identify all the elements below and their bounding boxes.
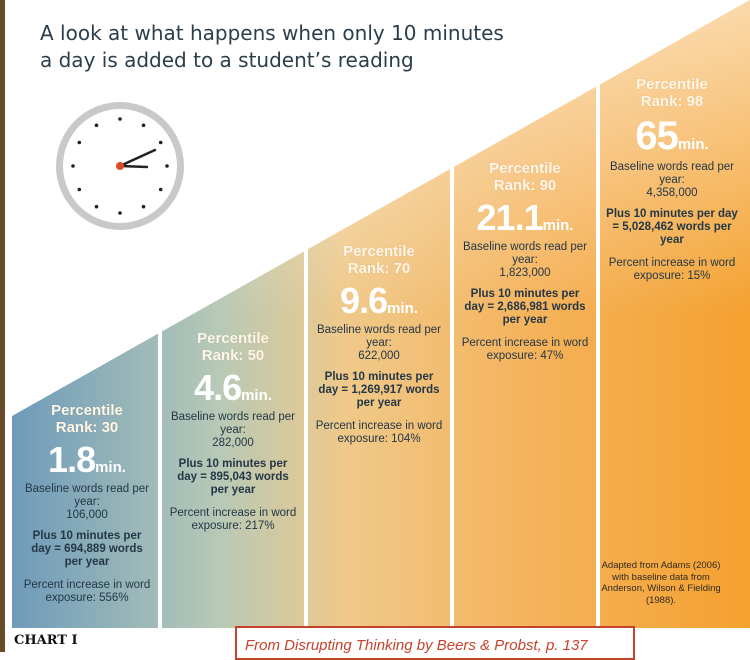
minutes-per-day: 4.6min. bbox=[168, 370, 298, 406]
baseline-words: Baseline words read per year: 1,823,000 bbox=[460, 241, 590, 280]
plus-ten-minutes-words: Plus 10 minutes per day = 1,269,917 word… bbox=[318, 371, 440, 409]
plus-ten-minutes-words: Plus 10 minutes per day = 895,043 words … bbox=[177, 458, 289, 496]
attribution-note: Adapted from Adams (2006) with baseline … bbox=[601, 560, 721, 606]
bar-column: Percentile Rank: 30 1.8min. Baseline words… bbox=[14, 402, 160, 605]
baseline-label: Baseline words read per year: bbox=[316, 324, 441, 349]
chart-label: CHART I bbox=[14, 633, 78, 648]
baseline-value: 1,823,000 bbox=[499, 267, 551, 279]
baseline-words: Baseline words read per year: 622,000 bbox=[314, 324, 444, 363]
clock-icon bbox=[56, 102, 184, 230]
clock-tick-dot bbox=[71, 164, 75, 168]
clock-tick-dot bbox=[158, 140, 163, 145]
percent-increase: Percent increase in word exposure: 47% bbox=[461, 337, 589, 362]
bar-column: Percentile Rank: 90 21.1min. Baseline word… bbox=[452, 160, 598, 363]
minutes-unit: min. bbox=[95, 459, 126, 476]
minutes-value: 1.8 bbox=[48, 439, 96, 480]
clock-tick-dot bbox=[158, 187, 163, 192]
percentile-rank-label: Percentile Rank: 50 bbox=[197, 330, 269, 364]
percent-increase: Percent increase in word exposure: 217% bbox=[169, 507, 297, 532]
percentile-rank-label: Percentile Rank: 30 bbox=[51, 402, 123, 436]
baseline-words: Baseline words read per year: 106,000 bbox=[22, 483, 152, 522]
clock-tick-dot bbox=[118, 211, 122, 215]
percent-increase: Percent increase in word exposure: 15% bbox=[608, 257, 736, 282]
plus-ten-minutes-words: Plus 10 minutes per day = 5,028,462 word… bbox=[606, 208, 738, 246]
bar-column: Percentile Rank: 70 9.6min. Baseline words… bbox=[306, 243, 452, 446]
left-frame-border bbox=[0, 0, 5, 652]
baseline-value: 4,358,000 bbox=[646, 187, 698, 199]
baseline-value: 282,000 bbox=[212, 437, 254, 449]
clock-tick-dot bbox=[165, 164, 169, 168]
minutes-value: 9.6 bbox=[340, 280, 388, 321]
minutes-unit: min. bbox=[241, 387, 272, 404]
plus-ten-minutes-words: Plus 10 minutes per day = 694,889 words … bbox=[31, 530, 143, 568]
bar-column: Percentile Rank: 98 65min. Baseline words … bbox=[598, 76, 746, 283]
baseline-words: Baseline words read per year: 282,000 bbox=[168, 411, 298, 450]
minutes-unit: min. bbox=[387, 300, 418, 317]
minutes-unit: min. bbox=[542, 217, 574, 234]
clock-tick-dot bbox=[94, 204, 99, 209]
plus-ten-minutes-words: Plus 10 minutes per day = 2,686,981 word… bbox=[464, 288, 586, 326]
baseline-label: Baseline words read per year: bbox=[462, 241, 587, 266]
minutes-per-day: 9.6min. bbox=[314, 283, 444, 319]
percent-increase: Percent increase in word exposure: 104% bbox=[315, 420, 443, 445]
chart-title: A look at what happens when only 10 minu… bbox=[40, 21, 504, 72]
minutes-value: 4.6 bbox=[194, 367, 242, 408]
baseline-value: 622,000 bbox=[358, 350, 400, 362]
clock-tick-dot bbox=[118, 117, 122, 121]
percent-increase: Percent increase in word exposure: 556% bbox=[23, 579, 151, 604]
baseline-label: Baseline words read per year: bbox=[24, 483, 149, 508]
source-citation-text: From Disrupting Thinking by Beers & Prob… bbox=[245, 637, 588, 654]
minutes-value: 65 bbox=[635, 114, 678, 158]
clock-tick-dot bbox=[77, 140, 82, 145]
minutes-per-day: 65min. bbox=[606, 116, 738, 156]
percentile-rank-label: Percentile Rank: 70 bbox=[343, 243, 415, 277]
baseline-words: Baseline words read per year: 4,358,000 bbox=[606, 161, 738, 200]
baseline-label: Baseline words read per year: bbox=[170, 411, 295, 436]
bar-column: Percentile Rank: 50 4.6min. Baseline words… bbox=[160, 330, 306, 533]
baseline-value: 106,000 bbox=[66, 509, 108, 521]
minutes-per-day: 1.8min. bbox=[22, 442, 152, 478]
source-citation-box: From Disrupting Thinking by Beers & Prob… bbox=[235, 626, 635, 660]
minutes-value: 21.1 bbox=[476, 197, 544, 238]
percentile-rank-label: Percentile Rank: 90 bbox=[489, 160, 561, 194]
clock-tick-dot bbox=[141, 123, 146, 128]
minutes-per-day: 21.1min. bbox=[460, 200, 590, 236]
percentile-rank-label: Percentile Rank: 98 bbox=[636, 76, 708, 110]
clock-tick-dot bbox=[77, 187, 82, 192]
baseline-label: Baseline words read per year: bbox=[609, 161, 734, 186]
clock-tick-dot bbox=[141, 204, 146, 209]
minutes-unit: min. bbox=[677, 136, 709, 153]
clock-tick-dot bbox=[94, 123, 99, 128]
